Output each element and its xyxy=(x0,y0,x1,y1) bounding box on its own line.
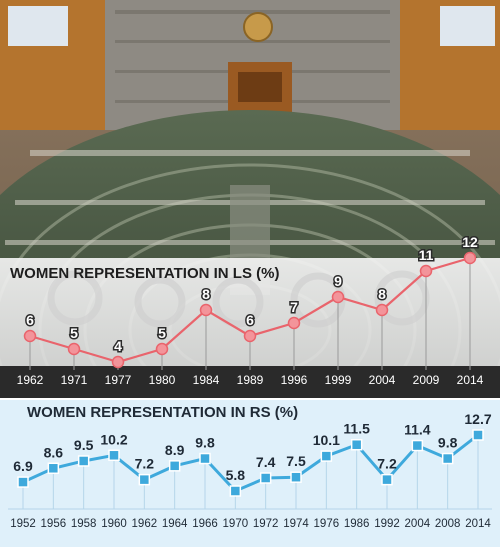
ls-year-label: 1989 xyxy=(237,373,264,387)
ls-value-label: 5 xyxy=(70,325,78,341)
rs-point xyxy=(168,460,181,472)
rs-point xyxy=(290,471,302,483)
rs-point xyxy=(17,476,29,488)
rs-chart-title: WOMEN REPRESENTATION IN RS (%) xyxy=(27,404,298,421)
rs-point xyxy=(350,438,363,451)
rs-year-label: 1960 xyxy=(101,518,127,530)
ls-point xyxy=(199,303,213,317)
rs-year-label: 1958 xyxy=(71,518,97,530)
rs-value-label: 12.7 xyxy=(464,411,491,427)
ls-value-label: 4 xyxy=(114,338,122,354)
rs-value-label: 8.6 xyxy=(44,444,64,460)
divider xyxy=(0,398,500,400)
ls-year-label: 2009 xyxy=(413,373,440,387)
rs-year-label: 1986 xyxy=(344,518,370,530)
ls-value-label: 8 xyxy=(378,286,386,302)
rs-year-label: 1964 xyxy=(162,518,188,530)
rs-year-label: 2008 xyxy=(435,518,461,530)
ls-year-label: 1962 xyxy=(17,373,44,387)
ls-point xyxy=(331,290,345,304)
ls-year-label: 1971 xyxy=(61,373,88,387)
ls-value-label: 12 xyxy=(462,234,478,250)
rs-point xyxy=(320,450,333,462)
rs-value-label: 10.1 xyxy=(313,432,340,448)
rs-point xyxy=(77,455,90,467)
ls-axis-strip xyxy=(0,366,500,398)
ls-point xyxy=(463,251,477,265)
ls-point xyxy=(23,329,37,343)
rs-value-label: 7.4 xyxy=(256,454,276,470)
ls-point xyxy=(419,264,433,278)
rs-point xyxy=(138,473,151,486)
ls-value-label: 9 xyxy=(334,273,342,289)
rs-year-label: 1974 xyxy=(283,518,309,530)
rs-value-label: 7.2 xyxy=(135,456,155,472)
rs-value-label: 9.8 xyxy=(195,435,215,451)
ls-year-label: 1984 xyxy=(193,373,220,387)
rs-value-label: 8.9 xyxy=(165,442,185,458)
rs-value-label: 7.5 xyxy=(286,453,306,469)
ls-year-label: 1996 xyxy=(281,373,308,387)
ls-year-label: 2014 xyxy=(457,373,484,387)
rs-point xyxy=(47,462,60,475)
rs-value-label: 6.9 xyxy=(13,458,33,474)
rs-point xyxy=(381,473,393,486)
rs-point xyxy=(108,449,120,462)
ls-point xyxy=(243,329,257,343)
ls-chart-title: WOMEN REPRESENTATION IN LS (%) xyxy=(10,265,279,282)
rs-year-label: 2014 xyxy=(465,518,491,530)
rs-value-label: 9.5 xyxy=(74,437,94,453)
ls-value-label: 6 xyxy=(26,312,34,328)
ls-year-label: 1980 xyxy=(149,373,176,387)
ls-year-label: 1977 xyxy=(105,373,132,387)
ls-value-label: 8 xyxy=(202,286,210,302)
ls-year-label: 1999 xyxy=(325,373,352,387)
ls-year-label: 2004 xyxy=(369,373,396,387)
rs-year-label: 1970 xyxy=(223,518,249,530)
ls-point xyxy=(287,316,301,330)
rs-value-label: 7.2 xyxy=(377,456,397,472)
rs-year-label: 1972 xyxy=(253,518,279,530)
rs-value-label: 11.5 xyxy=(343,421,370,437)
ls-point xyxy=(111,355,125,369)
rs-point xyxy=(411,439,424,452)
ls-point xyxy=(375,303,389,317)
rs-value-label: 5.8 xyxy=(226,467,246,483)
rs-chart: WOMEN REPRESENTATION IN RS (%) 6.9 8.6 9.5… xyxy=(0,398,500,547)
rs-year-label: 1966 xyxy=(192,518,218,530)
rs-year-label: 1962 xyxy=(132,518,158,530)
rs-point xyxy=(472,429,484,441)
ls-value-label: 6 xyxy=(246,312,254,328)
rs-point xyxy=(441,452,454,465)
rs-point xyxy=(199,452,211,465)
rs-year-label: 1976 xyxy=(314,518,340,530)
rs-series-line xyxy=(22,433,479,493)
ls-chart: WOMEN REPRESENTATION IN LS (%) 6 5 4 5 8 6 7 9 8… xyxy=(10,233,484,388)
ls-value-label: 11 xyxy=(419,247,434,263)
rs-year-label: 1952 xyxy=(10,518,36,530)
rs-value-label: 10.2 xyxy=(100,431,127,447)
ls-value-label: 7 xyxy=(290,299,298,315)
rs-year-label: 1956 xyxy=(41,518,67,530)
rs-year-label: 2004 xyxy=(405,518,431,530)
ls-point xyxy=(155,342,169,356)
ls-value-label: 5 xyxy=(158,325,166,341)
rs-point xyxy=(229,485,242,497)
rs-point xyxy=(259,472,272,484)
rs-year-label: 1992 xyxy=(374,518,400,530)
rs-value-label: 11.4 xyxy=(404,422,431,438)
rs-value-label: 9.8 xyxy=(438,435,458,451)
ls-point xyxy=(67,342,81,356)
